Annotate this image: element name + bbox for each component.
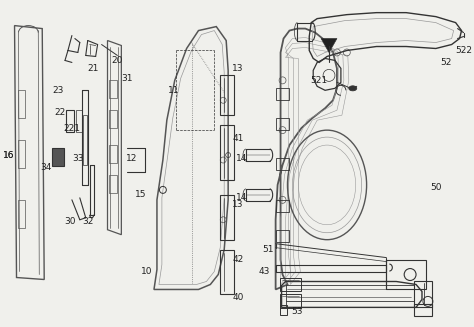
Text: 221: 221: [64, 124, 81, 133]
Bar: [109, 175, 118, 193]
Text: 14: 14: [237, 153, 248, 163]
Bar: [414, 282, 432, 307]
Text: 41: 41: [232, 134, 244, 143]
Text: 52: 52: [440, 58, 451, 67]
Text: 12: 12: [126, 153, 137, 163]
Text: 53: 53: [292, 307, 303, 316]
Bar: [275, 88, 290, 100]
Text: 13: 13: [232, 64, 244, 73]
Bar: [275, 118, 290, 130]
Text: 20: 20: [112, 56, 123, 65]
Bar: [220, 76, 234, 115]
Bar: [414, 304, 432, 316]
Text: 22: 22: [55, 108, 66, 117]
Bar: [220, 195, 234, 240]
Text: 13: 13: [232, 200, 244, 209]
Text: 10: 10: [141, 267, 153, 276]
Bar: [275, 230, 290, 242]
Ellipse shape: [349, 86, 357, 91]
Text: 21: 21: [87, 64, 98, 73]
Bar: [109, 145, 118, 163]
Bar: [109, 110, 118, 128]
Text: 43: 43: [258, 267, 269, 276]
Polygon shape: [321, 39, 337, 52]
Bar: [280, 305, 288, 315]
Bar: [220, 250, 234, 294]
Text: 522: 522: [455, 46, 472, 55]
Bar: [18, 200, 26, 228]
Text: 15: 15: [136, 190, 147, 199]
Text: 16: 16: [3, 150, 14, 160]
Text: 14: 14: [237, 193, 248, 202]
Text: 40: 40: [232, 293, 244, 302]
Bar: [66, 110, 74, 132]
Bar: [275, 200, 290, 212]
Text: 32: 32: [82, 217, 93, 226]
Text: 51: 51: [262, 245, 273, 254]
Bar: [52, 148, 64, 166]
Text: 31: 31: [121, 74, 133, 83]
Text: 11: 11: [168, 86, 180, 95]
Text: 16: 16: [3, 150, 14, 160]
Text: 33: 33: [72, 153, 83, 163]
Text: 50: 50: [430, 183, 442, 192]
Text: 42: 42: [232, 255, 244, 264]
Text: 23: 23: [52, 86, 64, 95]
Bar: [18, 140, 26, 168]
Bar: [275, 158, 290, 170]
Text: 30: 30: [64, 217, 76, 226]
Bar: [18, 90, 26, 118]
Bar: [220, 125, 234, 180]
Bar: [280, 278, 301, 291]
Bar: [76, 110, 82, 132]
Bar: [109, 80, 118, 98]
Bar: [280, 294, 301, 308]
Text: 34: 34: [40, 164, 52, 172]
Bar: [83, 115, 87, 165]
Text: 521: 521: [310, 76, 328, 85]
